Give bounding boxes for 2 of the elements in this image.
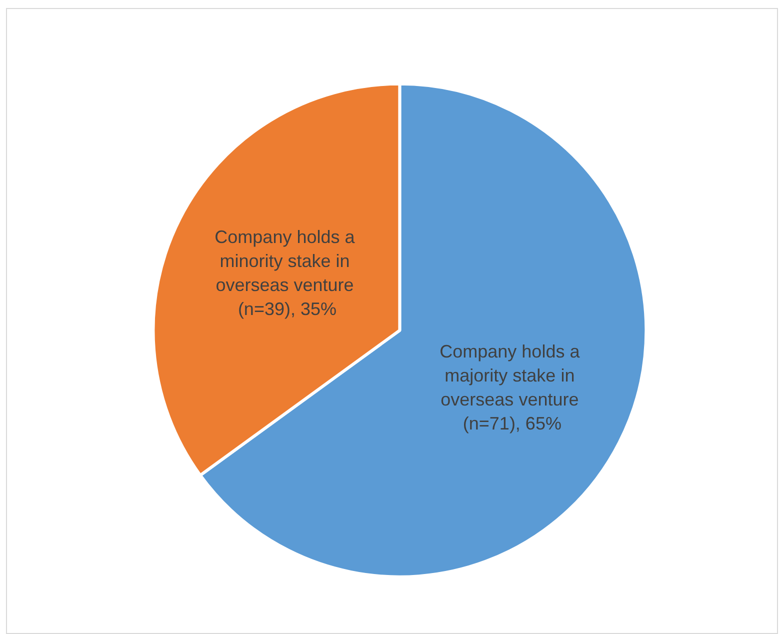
slice-label: Company holds a majority stake in overseas venture (n=71), 65% bbox=[440, 342, 585, 434]
slice-label: Company holds a minority stake in overseas venture (n=39), 35% bbox=[214, 227, 360, 320]
